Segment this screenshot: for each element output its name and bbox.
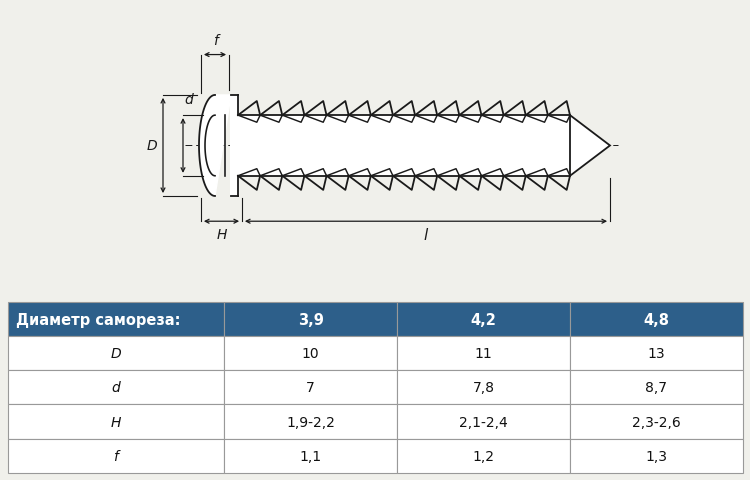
- Text: l: l: [424, 228, 428, 242]
- Text: 8,7: 8,7: [645, 381, 668, 395]
- Text: 13: 13: [647, 347, 665, 360]
- Text: H: H: [111, 415, 121, 429]
- Bar: [8, 439, 224, 473]
- Bar: [224, 336, 397, 371]
- Bar: [224, 302, 397, 336]
- Text: 1,3: 1,3: [645, 449, 668, 463]
- Bar: [238, 116, 570, 177]
- Bar: [570, 336, 742, 371]
- Text: 2,1-2,4: 2,1-2,4: [459, 415, 508, 429]
- Text: 2,3-2,6: 2,3-2,6: [632, 415, 680, 429]
- Polygon shape: [231, 96, 238, 197]
- Bar: [8, 405, 224, 439]
- Text: f: f: [113, 449, 118, 463]
- Bar: [397, 371, 570, 405]
- Text: 4,8: 4,8: [644, 312, 669, 327]
- Text: 11: 11: [475, 347, 492, 360]
- Bar: [397, 302, 570, 336]
- Bar: [397, 336, 570, 371]
- Bar: [8, 302, 224, 336]
- Bar: [397, 405, 570, 439]
- Text: 1,9-2,2: 1,9-2,2: [286, 415, 335, 429]
- Text: D: D: [110, 347, 122, 360]
- Bar: [570, 371, 742, 405]
- Polygon shape: [238, 123, 570, 169]
- Text: 1,2: 1,2: [472, 449, 494, 463]
- Text: 7: 7: [306, 381, 315, 395]
- Text: H: H: [216, 228, 226, 242]
- Text: 1,1: 1,1: [299, 449, 322, 463]
- Text: Диаметр самореза:: Диаметр самореза:: [16, 312, 181, 327]
- Bar: [224, 439, 397, 473]
- Polygon shape: [199, 96, 231, 197]
- Text: d: d: [184, 93, 194, 107]
- Bar: [8, 336, 224, 371]
- Text: 10: 10: [302, 347, 320, 360]
- Bar: [224, 371, 397, 405]
- Text: 3,9: 3,9: [298, 312, 324, 327]
- Bar: [570, 405, 742, 439]
- Text: d: d: [112, 381, 120, 395]
- Bar: [224, 405, 397, 439]
- Bar: [570, 302, 742, 336]
- Bar: [570, 439, 742, 473]
- Bar: [8, 371, 224, 405]
- Text: 4,2: 4,2: [470, 312, 496, 327]
- Text: f: f: [212, 35, 217, 48]
- Polygon shape: [570, 116, 610, 177]
- Text: D: D: [147, 139, 158, 153]
- Bar: [397, 439, 570, 473]
- Text: 7,8: 7,8: [472, 381, 494, 395]
